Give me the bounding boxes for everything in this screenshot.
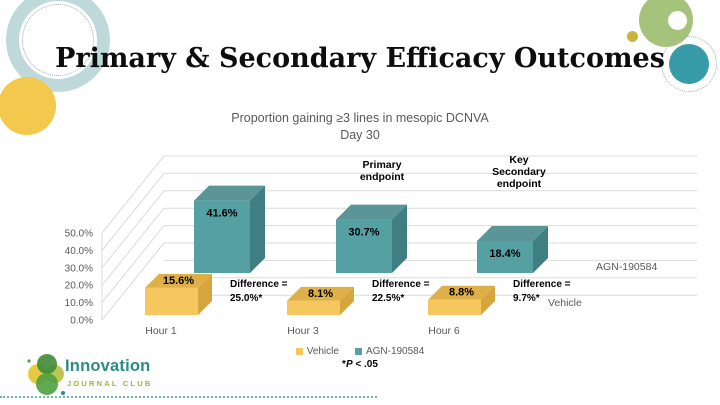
chart-title: Proportion gaining ≥3 lines in mesopic D… — [0, 110, 720, 144]
bar-agn-190584-hour-6: 18.4% — [477, 225, 548, 273]
y-tick-label: 20.0% — [65, 281, 93, 292]
bar-agn-190584-hour-6-front-face — [477, 240, 533, 273]
y-tick-label: 50.0% — [65, 229, 93, 240]
decorative-white-hole-top-right — [668, 11, 687, 30]
chart-footnote: *P < .05 — [0, 359, 720, 370]
bar-vehicle-hour-6: 8.8% — [428, 285, 495, 315]
bar-agn-190584-hour-1: 41.6% — [194, 185, 265, 273]
decorative-dotted-circle-top-left — [22, 4, 94, 76]
series-axis-label-vehicle: Vehicle — [548, 297, 582, 309]
difference-value: 9.7%* — [513, 293, 540, 304]
bar-value-label: 15.6% — [163, 275, 194, 287]
bar-vehicle-hour-3-top-face — [287, 286, 354, 301]
bar-agn-190584-hour-3-top-face — [336, 204, 407, 220]
decorative-teal-circle-top-right — [669, 44, 709, 84]
y-tick-label: 0.0% — [70, 316, 93, 327]
bar-agn-190584-hour-1-top-face — [194, 185, 265, 201]
bar-agn-190584-hour-3-side-face — [392, 204, 407, 273]
legend-label: Vehicle — [306, 346, 339, 357]
bar-vehicle-hour-3-side-face — [340, 286, 354, 315]
difference-value: 25.0%* — [230, 293, 262, 304]
bar-value-label: 30.7% — [348, 227, 379, 239]
difference-prefix: Difference = — [230, 279, 288, 290]
difference-annotation-hour-6: Difference = 9.7%* — [513, 279, 571, 304]
gridline-diagonal — [101, 225, 165, 303]
bar-vehicle-hour-1-side-face — [198, 273, 212, 315]
bar-agn-190584-hour-1-front-face — [194, 200, 250, 273]
bar-value-label: 8.1% — [308, 288, 333, 300]
legend-item-agn-190584: AGN-190584 — [354, 346, 425, 357]
gridline-diagonal — [101, 190, 165, 269]
bar-vehicle-hour-1: 15.6% — [145, 273, 212, 315]
decorative-olive-dot-top-right — [627, 31, 638, 42]
bar-vehicle-hour-6-front-face — [428, 299, 481, 315]
bar-value-label: 18.4% — [489, 248, 520, 260]
difference-annotation-hour-3: Difference = 22.5%* — [372, 279, 430, 304]
difference-annotation-hour-1: Difference = 25.0%* — [230, 279, 288, 304]
legend-label: AGN-190584 — [365, 346, 425, 357]
bar-vehicle-hour-3-front-face — [287, 300, 340, 315]
chart-title-line2: Day 30 — [340, 128, 380, 142]
y-tick-label: 40.0% — [65, 246, 93, 257]
gridline-diagonal — [101, 155, 165, 234]
decorative-dotted-circle-top-right — [661, 36, 717, 92]
slide-title: Primary & Secondary Efficacy Outcomes — [55, 43, 665, 74]
decorative-yellow-circle-top-left — [0, 77, 56, 135]
series-axis-label-agn-190584: AGN-190584 — [596, 261, 658, 273]
gridline-diagonal — [101, 207, 165, 286]
footnote-p: P — [345, 359, 353, 370]
bar-value-label: 8.8% — [449, 287, 474, 299]
bar-agn-190584-hour-6-top-face — [477, 225, 548, 241]
gridline-diagonal — [101, 173, 165, 251]
bar-agn-190584-hour-1-side-face — [250, 185, 265, 273]
bar-vehicle-hour-3: 8.1% — [287, 286, 354, 315]
bar-vehicle-hour-6-side-face — [481, 285, 495, 315]
primary-endpoint-annotation: Primary endpoint — [359, 159, 405, 183]
difference-prefix: Difference = — [513, 279, 571, 290]
logo-subtitle: JOURNAL CLUB — [67, 379, 153, 388]
bar-vehicle-hour-6-top-face — [428, 285, 495, 300]
bar-agn-190584-hour-3: 30.7% — [336, 204, 407, 273]
difference-value: 22.5%* — [372, 293, 404, 304]
y-axis-tick-labels: 0.0% 10.0% 20.0% 30.0% 40.0% 50.0% — [65, 229, 93, 327]
category-label-hour-1: Hour 1 — [145, 325, 177, 337]
difference-prefix: Difference = — [372, 279, 430, 290]
y-tick-label: 30.0% — [65, 263, 93, 274]
decorative-dashed-line-bottom — [0, 396, 377, 398]
bar-value-label: 41.6% — [206, 208, 237, 220]
footnote-value: < .05 — [352, 359, 378, 370]
category-label-hour-6: Hour 6 — [428, 325, 460, 337]
legend-swatch-vehicle — [295, 348, 303, 355]
chart-legend: Vehicle AGN-190584 — [0, 346, 720, 357]
footnote-star: * — [342, 359, 346, 370]
bar-vehicle-hour-1-top-face — [145, 273, 212, 288]
gridline-diagonal — [101, 242, 165, 321]
y-tick-label: 10.0% — [65, 298, 93, 309]
legend-item-vehicle: Vehicle — [295, 346, 339, 357]
innovation-journal-club-logo-mark — [27, 354, 65, 395]
key-secondary-endpoint-annotation: Key Secondary endpoint — [492, 154, 546, 190]
category-label-hour-3: Hour 3 — [287, 325, 319, 337]
bar-agn-190584-hour-3-front-face — [336, 219, 392, 273]
bar-agn-190584-hour-6-side-face — [533, 225, 548, 273]
chart-title-line1: Proportion gaining ≥3 lines in mesopic D… — [231, 111, 489, 125]
logo-name: Innovation — [65, 357, 151, 375]
bar-vehicle-hour-1-front-face — [145, 287, 198, 315]
legend-swatch-agn-190584 — [354, 348, 362, 355]
